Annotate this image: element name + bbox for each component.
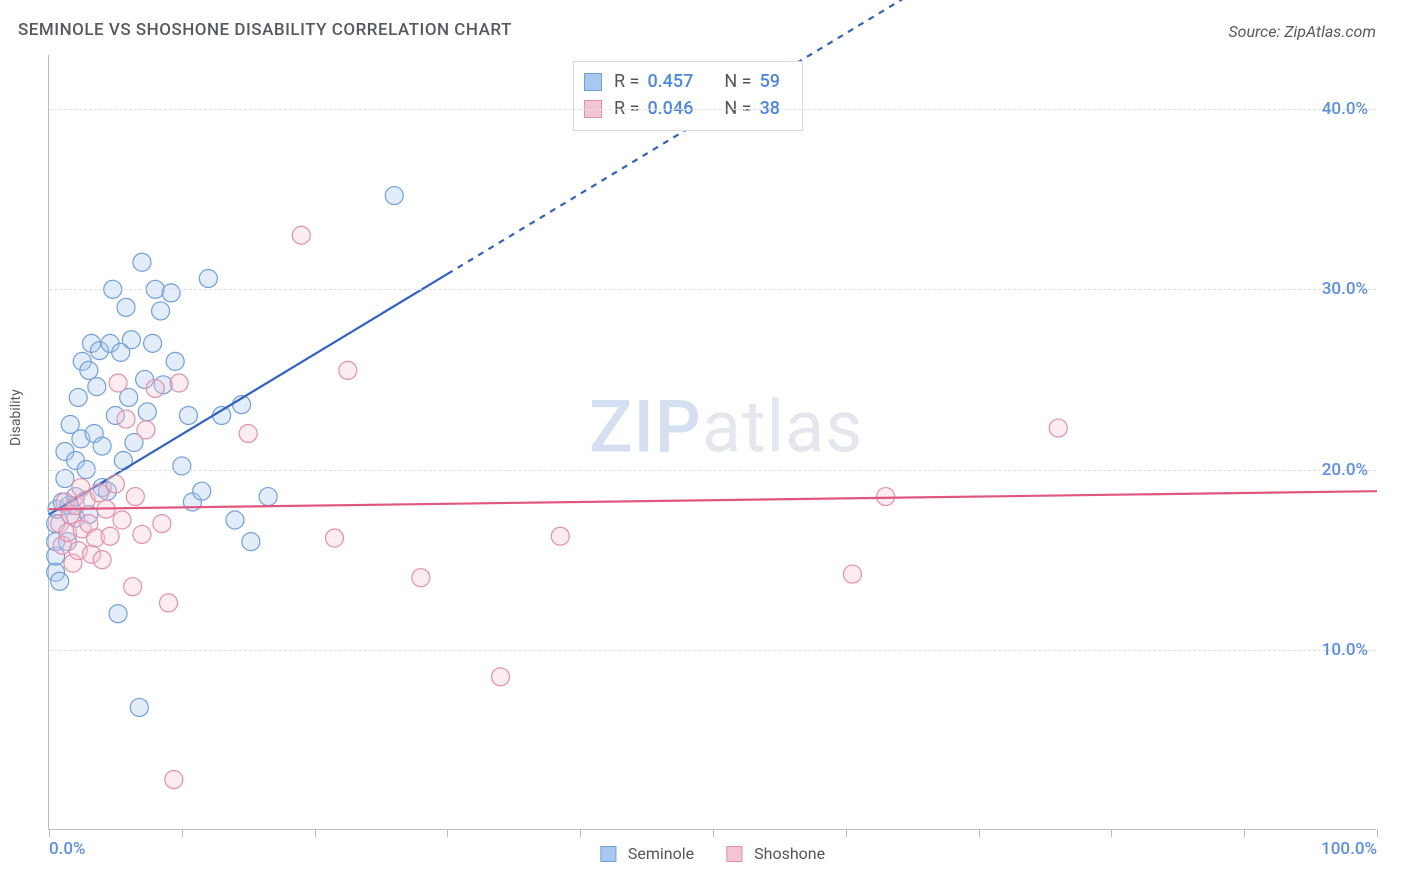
data-point	[166, 352, 184, 370]
data-point	[130, 698, 148, 716]
data-point	[80, 361, 98, 379]
data-point	[109, 605, 127, 623]
data-point	[385, 187, 403, 205]
data-point	[93, 437, 111, 455]
data-point	[193, 482, 211, 500]
correlation-stat-box: R = 0.457 N = 59R = 0.046 N = 38	[573, 61, 803, 131]
stat-key-r: R =	[614, 68, 639, 95]
x-tick	[713, 829, 714, 837]
data-point	[51, 572, 69, 590]
legend-swatch	[726, 846, 742, 862]
data-point	[239, 424, 257, 442]
chart-title: SEMINOLE VS SHOSHONE DISABILITY CORRELAT…	[18, 20, 512, 40]
data-point	[1049, 419, 1067, 437]
data-point	[199, 269, 217, 287]
gridline	[49, 289, 1376, 290]
data-point	[492, 668, 510, 686]
data-point	[133, 525, 151, 543]
data-point	[88, 378, 106, 396]
data-point	[90, 484, 108, 502]
source-label: Source: ZipAtlas.com	[1228, 22, 1376, 41]
data-point	[843, 565, 861, 583]
legend-item: Shoshone	[726, 844, 825, 863]
data-point	[109, 374, 127, 392]
stat-swatch	[584, 73, 602, 91]
stat-val-n: 59	[760, 68, 788, 95]
data-point	[146, 379, 164, 397]
gridline	[49, 109, 1376, 110]
data-point	[122, 331, 140, 349]
data-point	[153, 515, 171, 533]
chart-svg	[49, 55, 1376, 829]
data-point	[133, 253, 151, 271]
data-point	[551, 527, 569, 545]
data-point	[93, 551, 111, 569]
stat-key-n: N =	[724, 68, 751, 95]
gridline	[49, 470, 1376, 471]
y-tick-label: 30.0%	[1322, 279, 1368, 299]
x-tick	[1377, 829, 1378, 837]
x-tick	[315, 829, 316, 837]
x-tick	[1244, 829, 1245, 837]
data-point	[126, 488, 144, 506]
data-point	[259, 488, 277, 506]
data-point	[117, 298, 135, 316]
data-point	[162, 284, 180, 302]
data-point	[138, 403, 156, 421]
trend-line-dashed	[447, 0, 1377, 274]
data-point	[152, 302, 170, 320]
x-tick-label: 100.0%	[1321, 839, 1377, 859]
x-tick	[1111, 829, 1112, 837]
legend: Seminole Shoshone	[600, 844, 825, 863]
data-point	[106, 475, 124, 493]
y-tick-label: 20.0%	[1322, 460, 1368, 480]
x-tick	[846, 829, 847, 837]
data-point	[56, 470, 74, 488]
plot-area: ZIPatlas R = 0.457 N = 59R = 0.046 N = 3…	[48, 55, 1376, 830]
x-tick	[49, 829, 50, 837]
data-point	[124, 578, 142, 596]
gridline	[49, 650, 1376, 651]
data-point	[412, 569, 430, 587]
data-point	[173, 457, 191, 475]
legend-item: Seminole	[600, 844, 694, 863]
x-tick	[182, 829, 183, 837]
x-tick-label: 0.0%	[49, 839, 86, 859]
data-point	[160, 594, 178, 612]
data-point	[144, 334, 162, 352]
data-point	[117, 410, 135, 428]
data-point	[242, 533, 260, 551]
data-point	[326, 529, 344, 547]
data-point	[170, 374, 188, 392]
data-point	[101, 527, 119, 545]
x-tick	[580, 829, 581, 837]
stat-val-r: 0.457	[647, 68, 699, 95]
legend-swatch	[600, 846, 616, 862]
data-point	[137, 421, 155, 439]
data-point	[877, 488, 895, 506]
x-tick	[979, 829, 980, 837]
y-tick-label: 10.0%	[1322, 640, 1368, 660]
trend-line	[49, 491, 1377, 509]
stat-row: R = 0.457 N = 59	[584, 68, 788, 95]
legend-label: Seminole	[628, 844, 694, 863]
y-tick-label: 40.0%	[1322, 99, 1368, 119]
legend-label: Shoshone	[754, 844, 825, 863]
data-point	[292, 226, 310, 244]
data-point	[179, 406, 197, 424]
y-axis-label: Disability	[8, 389, 24, 446]
data-point	[113, 511, 131, 529]
data-point	[69, 388, 87, 406]
chart-container: SEMINOLE VS SHOSHONE DISABILITY CORRELAT…	[0, 0, 1406, 892]
data-point	[339, 361, 357, 379]
data-point	[165, 771, 183, 789]
data-point	[226, 511, 244, 529]
x-tick	[447, 829, 448, 837]
